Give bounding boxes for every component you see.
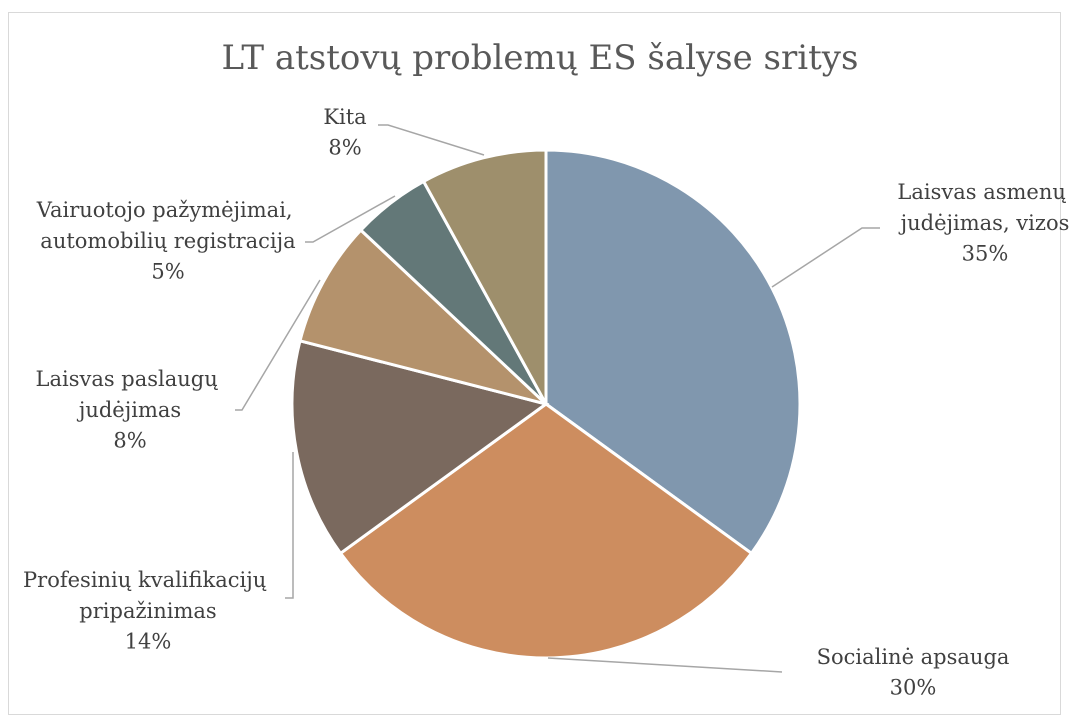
leader-line bbox=[771, 227, 880, 288]
slice-value-label: 14% bbox=[125, 630, 172, 654]
slice-value-label: 30% bbox=[890, 676, 937, 700]
slice-value-label: 8% bbox=[113, 429, 146, 453]
pie-slice bbox=[298, 228, 548, 406]
slice-label: Laisvas asmenų judėjimas, vizos bbox=[897, 180, 1071, 235]
pie-slice bbox=[338, 402, 754, 660]
slice-label: Socialinė apsauga bbox=[817, 645, 1010, 669]
slice-label: Kita bbox=[323, 105, 366, 129]
pie-slice bbox=[544, 148, 802, 556]
slice-label: Laisvas paslaugų judėjimas bbox=[36, 367, 225, 422]
leader-line bbox=[378, 124, 485, 156]
pie-slice bbox=[421, 148, 548, 405]
leader-line bbox=[285, 452, 294, 599]
leader-line bbox=[547, 657, 783, 673]
slice-label: Vairuotojo pažymėjimai, automobilių regi… bbox=[36, 198, 300, 253]
slice-value-label: 8% bbox=[328, 136, 361, 160]
slice-value-label: 5% bbox=[151, 260, 184, 284]
leader-line bbox=[235, 279, 321, 411]
leader-line bbox=[305, 195, 396, 243]
slice-value-label: 35% bbox=[962, 242, 1009, 266]
chart-title: LT atstovų problemų ES šalyse sritys bbox=[222, 38, 859, 78]
pie-slice bbox=[290, 339, 550, 556]
slice-label: Profesinių kvalifikacijų pripažinimas bbox=[23, 568, 273, 623]
